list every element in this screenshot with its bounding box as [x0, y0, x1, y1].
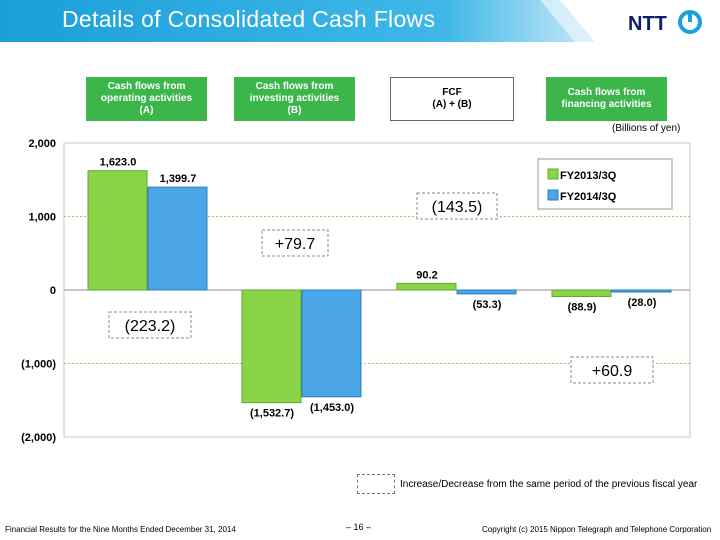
data-label: 90.2 — [416, 269, 437, 281]
y-tick-label: 2,000 — [28, 138, 56, 150]
header-financing-line1: Cash flows from — [567, 87, 646, 98]
y-tick-label: 1,000 — [28, 212, 56, 224]
change-box — [108, 311, 192, 339]
header-financing-line2: financing activities — [561, 99, 652, 110]
header-investing-line3: (B) — [287, 105, 302, 116]
footer-left: Financial Results for the Nine Months En… — [5, 525, 236, 534]
bar-fy2013-3q-1 — [241, 289, 302, 404]
unit-label: (Billions of yen) — [612, 123, 681, 134]
data-label: 1,623.0 — [100, 157, 137, 169]
legend-label: FY2014/3Q — [560, 191, 617, 203]
page-number: – 16 – — [346, 522, 372, 532]
y-tick-label: (2,000) — [21, 432, 56, 444]
header-fcf-line2: (A) + (B) — [432, 99, 472, 110]
bar-fy2013-3q-2 — [396, 282, 457, 291]
change-box — [416, 192, 498, 220]
legend-swatch — [547, 168, 559, 180]
header-financing: Cash flows from financing activities — [546, 77, 667, 121]
header-operating: Cash flows from operating activities (A) — [86, 77, 207, 121]
data-label: (28.0) — [628, 297, 657, 309]
header-operating-line3: (A) — [139, 105, 154, 116]
page-title: Details of Consolidated Cash Flows — [62, 6, 436, 32]
data-label: 1,399.7 — [160, 173, 197, 185]
note-legend-box — [357, 474, 395, 494]
bar-fy2013-3q-3 — [551, 289, 612, 298]
header-investing: Cash flows from investing activities (B) — [234, 77, 355, 121]
logo-text: NTT — [628, 13, 667, 35]
change-box — [261, 229, 329, 257]
bar-fy2014-3q-0 — [147, 186, 208, 291]
header-fcf: FCF (A) + (B) — [390, 77, 514, 121]
legend — [537, 158, 673, 210]
legend-label: FY2013/3Q — [560, 170, 617, 182]
change-value: +79.7 — [275, 236, 316, 253]
header-operating-line2: operating activities — [100, 93, 193, 104]
y-tick-label: 0 — [50, 285, 56, 297]
bar-fy2014-3q-3 — [611, 289, 672, 293]
bar-fy2014-3q-1 — [301, 289, 362, 398]
change-value: (223.2) — [125, 318, 176, 335]
note-text: Increase/Decrease from the same period o… — [400, 479, 698, 490]
header-investing-line2: investing activities — [249, 93, 340, 104]
copyright: Copyright (c) 2015 Nippon Telegraph and … — [482, 525, 712, 534]
header-operating-line1: Cash flows from — [107, 81, 186, 92]
bar-fy2014-3q-2 — [456, 289, 517, 295]
change-value: +60.9 — [592, 363, 633, 380]
bar-fy2013-3q-0 — [87, 170, 148, 291]
y-tick-label: (1,000) — [21, 359, 56, 371]
data-label: (1,453.0) — [310, 402, 354, 414]
data-label: (53.3) — [473, 299, 502, 311]
data-label: (1,532.7) — [250, 408, 294, 420]
change-value: (143.5) — [432, 199, 483, 216]
header-investing-line1: Cash flows from — [255, 81, 334, 92]
data-label: (88.9) — [568, 302, 597, 314]
header-fcf-line1: FCF — [442, 87, 462, 98]
ntt-logo: NTT — [628, 10, 702, 35]
legend-swatch — [547, 189, 559, 201]
change-box — [570, 356, 654, 384]
title-banner — [0, 0, 600, 42]
